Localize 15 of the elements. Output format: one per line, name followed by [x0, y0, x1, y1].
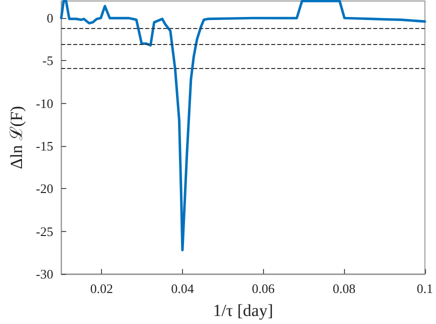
y-tick-label: 0: [46, 10, 54, 26]
y-tick-label: -10: [36, 96, 54, 111]
x-tick-label: 0.1: [416, 281, 433, 296]
x-tick-label: 0.04: [171, 281, 194, 296]
y-tick-label: -20: [36, 181, 54, 196]
x-tick-label: 0.06: [252, 281, 276, 296]
y-tick-label: -25: [36, 224, 54, 239]
y-tick-label: -5: [42, 53, 54, 68]
y-tick-label: -15: [36, 138, 54, 154]
x-axis-title: 1/τ [day]: [212, 301, 274, 320]
line-series: [60, 0, 426, 252]
y-axis-title: Δln ℒ(F): [7, 106, 26, 170]
y-tick-label: -30: [36, 266, 54, 282]
x-tick-label: 0.08: [332, 281, 356, 296]
x-tick-label: 0.02: [90, 281, 114, 296]
